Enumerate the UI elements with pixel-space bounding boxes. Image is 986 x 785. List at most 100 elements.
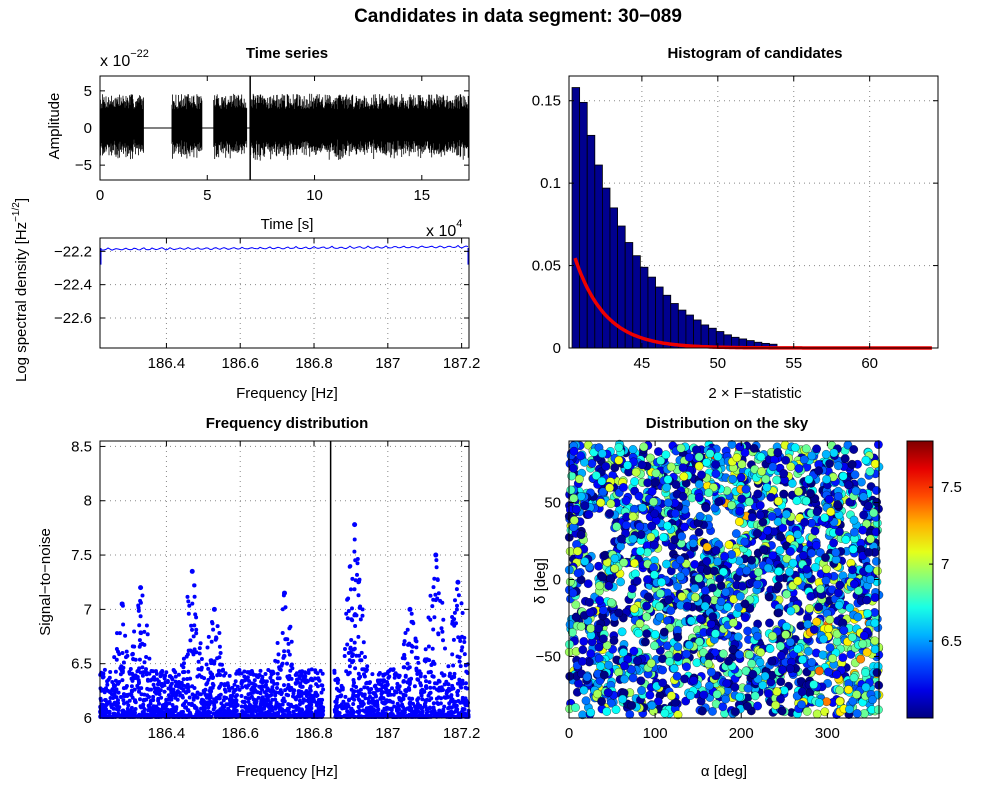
scatter-point [269, 679, 274, 684]
scatter-point [368, 708, 373, 713]
scatter-point [235, 684, 240, 689]
sky-point [690, 560, 700, 569]
sky-point [811, 563, 820, 572]
x-tick-label: 50 [709, 355, 726, 372]
scatter-point [352, 640, 357, 645]
sky-point [713, 557, 722, 566]
sky-point [604, 581, 614, 591]
scatter-point [364, 667, 369, 672]
sky-point [870, 618, 880, 628]
scatter-point [166, 693, 171, 698]
scatter-point [156, 696, 161, 701]
sky-point [604, 660, 614, 670]
scatter-point [372, 708, 377, 713]
sky-point [683, 601, 692, 611]
sky-point [723, 602, 732, 612]
scatter-point [282, 654, 287, 658]
scatter-point [290, 666, 295, 671]
scatter-point [401, 679, 406, 684]
scatter-point [409, 611, 414, 616]
sky-point [565, 547, 575, 556]
sky-point [800, 517, 810, 527]
scatter-point [365, 712, 370, 717]
x-tick-label: 15 [413, 187, 430, 204]
scatter-point [372, 702, 377, 707]
scatter-point [230, 685, 235, 690]
scatter-point [197, 710, 201, 715]
scatter-point [271, 689, 276, 694]
scatter-point [303, 670, 307, 675]
scatter-point [435, 578, 440, 582]
scatter-point [376, 681, 381, 686]
sky-point [694, 527, 704, 537]
scatter-point [382, 706, 387, 711]
scatter-point [453, 709, 458, 714]
sky-point [614, 667, 624, 677]
scatter-point [441, 688, 445, 692]
scatter-point [242, 669, 247, 674]
scatter-point [224, 702, 229, 707]
scatter-point [463, 703, 468, 707]
scatter-point [334, 700, 339, 705]
scatter-point [138, 614, 143, 619]
sky-point [778, 665, 787, 675]
histogram-bar [662, 294, 672, 349]
sky-point [658, 665, 667, 675]
scatter-point [353, 624, 358, 628]
scatter-point [402, 639, 407, 644]
sky-point [629, 646, 639, 656]
sky-point [848, 632, 857, 642]
scatter-point [135, 683, 140, 688]
sky-point [610, 554, 620, 563]
sky-point [849, 445, 859, 454]
scatter-point [391, 692, 396, 697]
peak-point [211, 606, 217, 612]
scatter-point [230, 694, 235, 698]
y-tick-label: −5 [75, 157, 92, 174]
sky-point [565, 671, 575, 681]
scatter-point [120, 712, 125, 717]
scatter-point [400, 656, 405, 661]
scatter-point [187, 714, 192, 719]
sky-point [612, 522, 622, 531]
sky-point [740, 613, 750, 623]
scatter-point [399, 698, 404, 703]
sky-point [616, 541, 625, 551]
scatter-point [423, 704, 428, 709]
scatter-point [232, 689, 236, 694]
scatter-point [212, 659, 217, 664]
scatter-point [117, 680, 122, 684]
scatter-point [301, 697, 306, 702]
scatter-point [420, 709, 425, 714]
scatter-point [185, 594, 190, 599]
sky-point [755, 500, 765, 510]
scatter-point [187, 603, 192, 608]
scatter-point [348, 587, 353, 592]
scatter-point [138, 631, 143, 635]
scatter-point [431, 585, 436, 590]
sky-point [663, 475, 673, 484]
scatter-point [446, 682, 451, 687]
scatter-point [140, 593, 145, 598]
sky-point [655, 602, 664, 611]
sky-point [822, 564, 831, 574]
scatter-point [233, 679, 238, 684]
scatter-point [287, 674, 292, 678]
scatter-point [296, 712, 301, 717]
scatter-point [428, 706, 433, 711]
scatter-point [148, 701, 153, 706]
exponent-power: 4 [456, 218, 462, 230]
scatter-point [275, 676, 280, 681]
scatter-point [142, 642, 147, 647]
scatter-point [137, 657, 142, 662]
scatter-point [308, 711, 312, 716]
sky-point [822, 697, 831, 707]
scatter-point [428, 593, 433, 598]
sky-point [669, 664, 679, 673]
scatter-point [392, 675, 397, 680]
sky-point [655, 612, 665, 622]
sky-point [636, 676, 646, 686]
scatter-point [405, 627, 410, 632]
scatter-point [422, 689, 427, 694]
scatter-point [458, 664, 463, 669]
